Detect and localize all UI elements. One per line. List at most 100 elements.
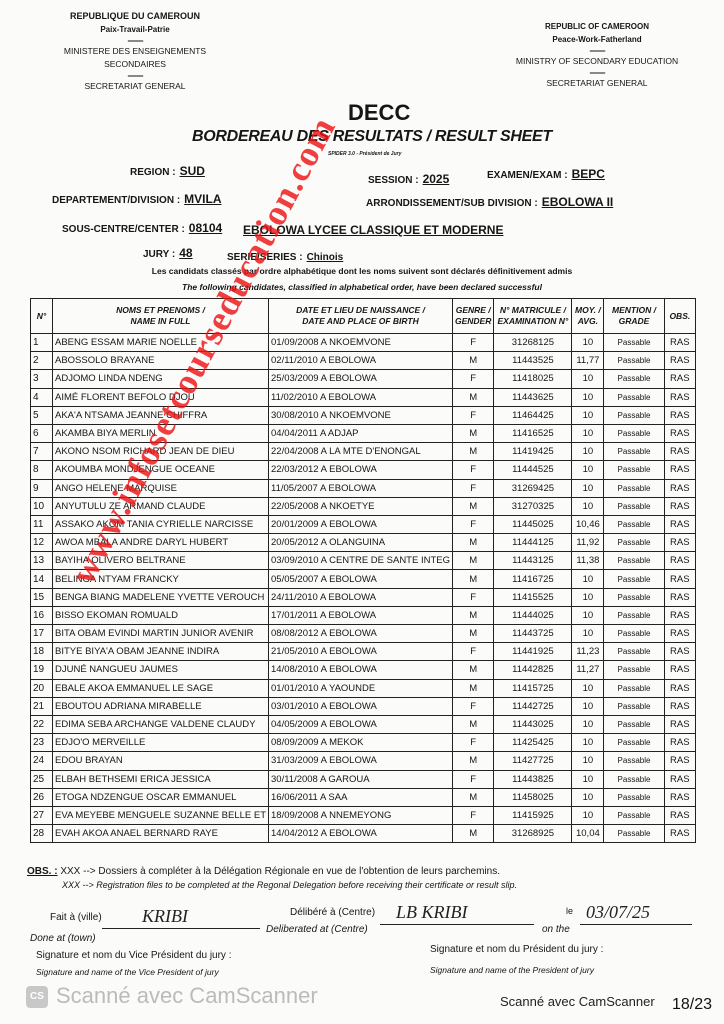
cell-birth: 01/01/2010 A YAOUNDE xyxy=(268,678,453,698)
cell-number: 23 xyxy=(30,733,53,753)
cell-average: 11,77 xyxy=(571,351,605,371)
cell-matricule: 11419425 xyxy=(493,442,573,462)
cell-number: 13 xyxy=(30,551,53,571)
cell-average: 10 xyxy=(571,714,605,735)
cell-grade: Passable xyxy=(603,442,665,462)
cell-name: BENGA BIANG MADELENE YVETTE VEROUCH xyxy=(52,587,269,607)
cell-matricule: 31269425 xyxy=(493,478,573,498)
cell-matricule: 11444525 xyxy=(493,460,573,480)
cell-gender: M xyxy=(451,824,495,844)
cell-obs: RAS xyxy=(663,442,697,462)
column-header-gender: GENRE / GENDER xyxy=(451,298,495,334)
header-left: REPUBLIQUE DU CAMEROUN Paix-Travail-Patr… xyxy=(40,10,230,93)
cell-obs: RAS xyxy=(663,551,697,571)
cell-number: 16 xyxy=(30,605,53,626)
cell-number: 20 xyxy=(30,678,53,698)
table-row: 7 AKONO NSOM RICHARD JEAN DE DIEU 22/04/20… xyxy=(30,442,697,462)
cell-obs: RAS xyxy=(663,405,697,425)
cell-name: ANGO HELENE MARQUISE xyxy=(52,478,269,498)
cell-birth: 22/05/2008 A NKOETYE xyxy=(268,496,453,516)
cell-average: 10 xyxy=(571,496,605,516)
cell-gender: M xyxy=(451,496,495,516)
cell-gender: F xyxy=(451,405,495,425)
cell-average: 10 xyxy=(571,423,605,444)
cell-gender: F xyxy=(451,696,495,716)
cell-grade: Passable xyxy=(603,787,665,807)
cell-grade: Passable xyxy=(603,569,665,589)
cell-matricule: 11415525 xyxy=(493,587,573,607)
cell-gender: M xyxy=(451,605,495,626)
cell-number: 9 xyxy=(30,478,53,498)
cell-average: 10 xyxy=(571,332,605,353)
cell-name: AKAMBA BIYA MERLIN xyxy=(52,423,269,444)
cell-matricule: 11442725 xyxy=(493,696,573,716)
cell-matricule: 11425425 xyxy=(493,733,573,753)
cell-gender: M xyxy=(451,551,495,571)
cell-obs: RAS xyxy=(663,460,697,480)
cell-matricule: 11443025 xyxy=(493,714,573,735)
cell-birth: 11/02/2010 A EBOLOWA xyxy=(268,387,453,407)
cell-grade: Passable xyxy=(603,423,665,444)
divider: --------- xyxy=(127,36,144,45)
intro-en: The following candidates, classified in … xyxy=(182,282,542,292)
president-signature-label-en: Signature and name of the President of j… xyxy=(430,965,594,975)
table-row: 12 AWOA MBALA ANDRE DARYL HUBERT 20/05/201… xyxy=(30,533,697,553)
cell-gender: M xyxy=(451,569,495,589)
cell-number: 14 xyxy=(30,569,53,589)
cell-average: 10 xyxy=(571,678,605,698)
column-header-grade: MENTION / GRADE xyxy=(603,298,665,334)
cell-birth: 14/08/2010 A EBOLOWA xyxy=(268,660,453,680)
cell-grade: Passable xyxy=(603,551,665,571)
cell-gender: M xyxy=(451,351,495,371)
cell-average: 10 xyxy=(571,787,605,807)
cell-number: 2 xyxy=(30,351,53,371)
column-header-text: N° MATRICULE / xyxy=(499,305,566,315)
obs-note-en: XXX --> Registration files to be complet… xyxy=(62,880,517,890)
cell-average: 11,27 xyxy=(571,660,605,680)
cell-matricule: 11445025 xyxy=(493,514,573,535)
cell-average: 10 xyxy=(571,442,605,462)
cell-grade: Passable xyxy=(603,369,665,389)
cell-gender: F xyxy=(451,769,495,789)
jury-value: 48 xyxy=(179,246,193,260)
cell-gender: F xyxy=(451,514,495,535)
cell-number: 27 xyxy=(30,805,53,826)
cell-gender: M xyxy=(451,678,495,698)
cell-grade: Passable xyxy=(603,387,665,407)
cell-birth: 04/05/2009 A EBOLOWA xyxy=(268,714,453,735)
jury-label: JURY : xyxy=(143,249,176,260)
cell-grade: Passable xyxy=(603,751,665,771)
cell-name: ANYUTULU ZE ARMAND CLAUDE xyxy=(52,496,269,516)
cell-average: 10 xyxy=(571,696,605,716)
region-value: SUD xyxy=(179,164,205,178)
cell-number: 11 xyxy=(30,514,53,535)
cell-name: BISSO EKOMAN ROMUALD xyxy=(52,605,269,626)
done-at-label-en: Done at (town) xyxy=(30,933,96,944)
cell-gender: M xyxy=(451,787,495,807)
series-label: SERIE/SERIES : xyxy=(227,252,303,263)
cell-name: BITYE BIYA'A OBAM JEANNE INDIRA xyxy=(52,642,269,662)
cell-obs: RAS xyxy=(663,769,697,789)
cell-name: BITA OBAM EVINDI MARTIN JUNIOR AVENIR xyxy=(52,623,269,644)
column-header-text: GRADE xyxy=(618,316,650,326)
series-field: SERIE/SERIES : Chinois xyxy=(227,247,343,265)
table-row: 13 BAYIHA OLIVERO BELTRANE 03/09/2010 A CE… xyxy=(30,551,697,571)
cell-name: EBOUTOU ADRIANA MIRABELLE xyxy=(52,696,269,716)
cell-number: 24 xyxy=(30,751,53,771)
camscanner-logo-icon: CS xyxy=(26,986,48,1008)
cell-obs: RAS xyxy=(663,642,697,662)
division-field: DEPARTEMENT/DIVISION : MVILA xyxy=(52,190,222,208)
table-row: 21 EBOUTOU ADRIANA MIRABELLE 03/01/2010 A … xyxy=(30,696,697,716)
cell-number: 21 xyxy=(30,696,53,716)
cell-birth: 02/11/2010 A EBOLOWA xyxy=(268,351,453,371)
cell-number: 17 xyxy=(30,623,53,644)
cell-gender: F xyxy=(451,642,495,662)
divider: --------- xyxy=(127,71,144,80)
page-counter: 18/23 xyxy=(672,996,713,1013)
table-row: 1 ABENG ESSAM MARIE NOELLE 01/09/2008 A NK… xyxy=(30,332,697,353)
cell-matricule: 31270325 xyxy=(493,496,573,516)
cell-matricule: 11416725 xyxy=(493,569,573,589)
cell-gender: M xyxy=(451,714,495,735)
cell-matricule: 31268125 xyxy=(493,332,573,353)
cell-average: 10 xyxy=(571,769,605,789)
